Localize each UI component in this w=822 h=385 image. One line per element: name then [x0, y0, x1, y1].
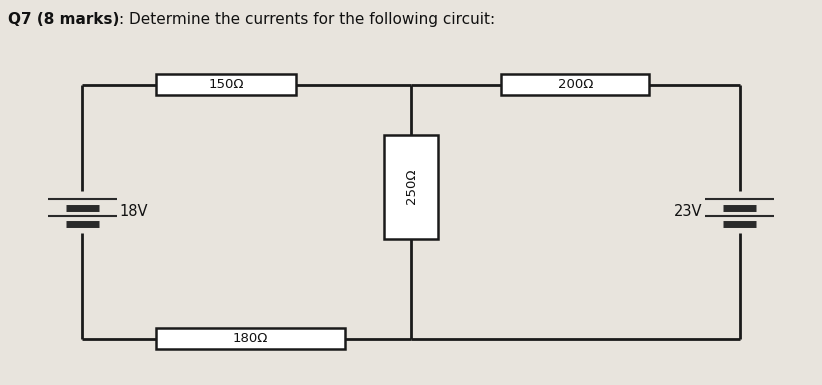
Text: 180Ω: 180Ω: [233, 332, 269, 345]
Text: Q7 (8 marks): Q7 (8 marks): [8, 12, 119, 27]
Text: 18V: 18V: [119, 204, 148, 219]
Text: 250Ω: 250Ω: [404, 169, 418, 204]
Text: 150Ω: 150Ω: [208, 78, 244, 91]
Text: 200Ω: 200Ω: [557, 78, 593, 91]
Bar: [385, 135, 438, 239]
Bar: [156, 74, 296, 95]
Text: 23V: 23V: [674, 204, 703, 219]
Bar: [501, 74, 649, 95]
Bar: [156, 328, 345, 350]
Text: : Determine the currents for the following circuit:: : Determine the currents for the followi…: [119, 12, 496, 27]
